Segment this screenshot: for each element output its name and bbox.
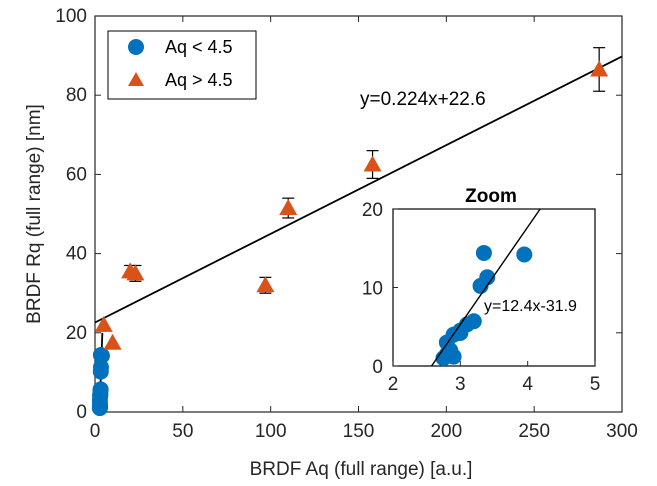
- point-aq-above-4-5: [103, 333, 122, 350]
- legend-label-series-2: Aq > 4.5: [165, 70, 233, 90]
- x-tick-label: 300: [606, 421, 638, 442]
- x-tick-label: 250: [518, 421, 550, 442]
- inset-point: [475, 244, 492, 261]
- x-tick-label: 0: [90, 421, 101, 442]
- legend-circle-marker: [128, 39, 144, 55]
- x-axis-label: BRDF Aq (full range) [a.u.]: [250, 459, 473, 480]
- point-aq-above-4-5: [256, 276, 275, 293]
- inset-point: [479, 269, 496, 286]
- main-axes: [94, 15, 623, 413]
- y-tick-label: 0: [76, 402, 87, 423]
- point-aq-above-4-5: [126, 264, 145, 281]
- legend: Aq < 4.5 Aq > 4.5: [107, 30, 257, 100]
- y-tick-label: 80: [66, 85, 87, 106]
- point-aq-above-4-5: [94, 315, 113, 332]
- fit-line: [94, 55, 623, 324]
- inset-background: [392, 208, 596, 367]
- inset-x-tick-label: 3: [455, 374, 466, 395]
- legend-triangle-marker: [128, 72, 144, 86]
- point-aq-above-4-5: [590, 60, 609, 77]
- inset-x-tick-label: 2: [388, 374, 399, 395]
- y-tick-label: 100: [55, 6, 87, 27]
- inset-fit-equation: y=12.4x-31.9: [484, 298, 577, 315]
- inset-y-tick-label: 0: [372, 357, 383, 378]
- inset-chart: 2 3 4 5 0 10 20 Zoom y=12.4x-31.9: [362, 186, 600, 395]
- x-tick-label: 100: [255, 421, 287, 442]
- x-tick-label: 200: [430, 421, 462, 442]
- y-tick-label: 60: [66, 164, 87, 185]
- inset-fit-line: [430, 208, 541, 367]
- point-aq-above-4-5: [279, 199, 298, 216]
- inset-point: [465, 313, 482, 330]
- inset-y-tick-label: 20: [362, 200, 383, 221]
- point-aq-below-4-5: [91, 400, 108, 417]
- point-aq-above-4-5: [363, 155, 382, 172]
- y-tick-label: 20: [66, 323, 87, 344]
- x-tick-label: 50: [172, 421, 193, 442]
- fit-equation: y=0.224x+22.6: [360, 89, 486, 110]
- inset-x-tick-label: 5: [590, 374, 601, 395]
- point-aq-below-4-5: [92, 359, 109, 376]
- point-aq-below-4-5: [92, 381, 109, 398]
- inset-title: Zoom: [465, 186, 517, 207]
- legend-label-series-1: Aq < 4.5: [165, 37, 233, 57]
- main-data-points: [91, 60, 609, 417]
- inset-point: [516, 246, 533, 263]
- inset-tick-labels: 2 3 4 5 0 10 20: [362, 200, 600, 395]
- x-tick-label: 150: [343, 421, 375, 442]
- inset-x-tick-label: 4: [522, 374, 533, 395]
- point-aq-below-4-5: [93, 347, 110, 364]
- y-axis-label: BRDF Rq (full range) [nm]: [24, 104, 45, 324]
- y-tick-label: 40: [66, 244, 87, 265]
- inset-fit-line: [430, 208, 541, 367]
- inset-point: [435, 350, 452, 367]
- inset-data-points: [435, 244, 533, 367]
- inset-y-tick-label: 10: [362, 279, 383, 300]
